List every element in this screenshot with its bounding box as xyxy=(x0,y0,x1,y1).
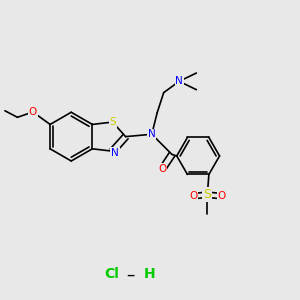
Text: Cl: Cl xyxy=(104,267,119,281)
Text: –: – xyxy=(127,265,135,283)
Text: N: N xyxy=(175,76,183,86)
Text: N: N xyxy=(111,148,119,158)
Text: O: O xyxy=(189,191,197,201)
Text: S: S xyxy=(203,188,211,201)
Text: S: S xyxy=(109,117,116,127)
Text: N: N xyxy=(148,129,156,139)
Text: H: H xyxy=(144,267,156,281)
Text: O: O xyxy=(218,191,226,201)
Text: O: O xyxy=(158,164,166,174)
Text: O: O xyxy=(29,107,37,117)
